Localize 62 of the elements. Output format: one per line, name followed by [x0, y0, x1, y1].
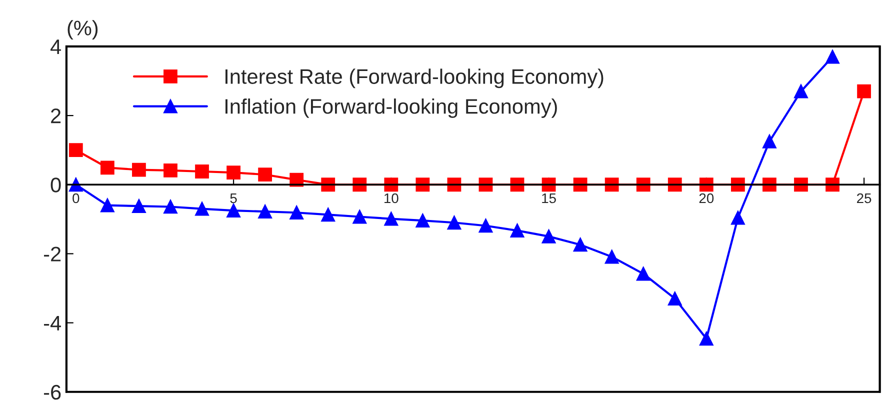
point — [604, 178, 619, 192]
point — [416, 178, 430, 192]
point — [132, 162, 146, 177]
point — [226, 166, 240, 180]
y-axis-title: (%) — [68, 20, 98, 40]
y-tick-label: 0 — [50, 178, 61, 192]
point — [668, 292, 682, 306]
point — [100, 160, 114, 175]
legend-label: Interest Rate (Forward-looking Economy) — [226, 68, 604, 88]
point — [321, 178, 336, 192]
x-tick-label: 5 — [230, 193, 237, 204]
legend-label: Inflation (Forward-looking Economy) — [226, 98, 557, 118]
point — [321, 208, 336, 222]
point — [447, 216, 462, 230]
point — [636, 266, 650, 281]
point — [542, 229, 556, 244]
y-tick-label: -2 — [44, 246, 61, 262]
point — [384, 212, 398, 226]
point — [730, 178, 745, 192]
point — [195, 164, 209, 178]
point — [794, 84, 808, 98]
y-tick-label: 2 — [51, 108, 61, 124]
point — [68, 178, 83, 192]
point — [352, 210, 367, 224]
point — [164, 200, 178, 214]
point — [762, 134, 776, 148]
point — [195, 202, 209, 216]
y-tick-label: -4 — [44, 316, 61, 330]
x-tick-label: 15 — [542, 193, 556, 204]
point — [826, 50, 840, 64]
x-tick-label: 20 — [699, 193, 714, 204]
point — [258, 168, 272, 182]
point — [604, 250, 619, 264]
y-tick-label: 4 — [50, 40, 61, 54]
point — [857, 84, 871, 98]
point — [352, 178, 367, 192]
point — [794, 178, 808, 192]
point — [416, 214, 430, 228]
point — [258, 204, 272, 219]
point — [762, 178, 776, 192]
y-tick-label: -6 — [44, 384, 61, 400]
point — [826, 178, 840, 192]
point — [290, 206, 304, 220]
point — [384, 178, 398, 192]
point — [226, 204, 240, 218]
point — [132, 199, 146, 213]
point — [730, 210, 745, 225]
point — [164, 164, 178, 178]
point — [636, 178, 650, 192]
point — [100, 198, 114, 212]
point — [478, 218, 493, 233]
point — [573, 178, 588, 192]
x-tick-label: 0 — [72, 193, 80, 204]
point — [510, 224, 524, 238]
x-tick-label: 10 — [384, 193, 398, 204]
point — [668, 178, 682, 192]
point — [699, 178, 714, 192]
x-tick-label: 25 — [857, 193, 872, 204]
point — [573, 238, 588, 252]
point — [699, 332, 714, 346]
point — [68, 143, 83, 158]
point — [542, 178, 556, 192]
